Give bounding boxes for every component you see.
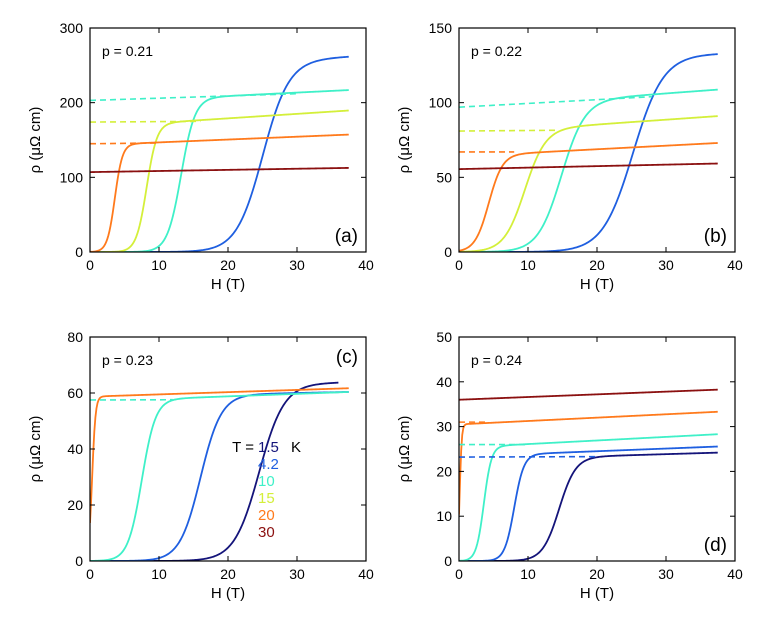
y-tick-label: 300 [60,20,84,36]
y-tick-label: 40 [436,374,452,390]
series-line-30-k [459,388,718,401]
x-axis-label: H (T) [211,585,245,602]
y-tick-label: 40 [67,441,83,457]
series-line-10-k [459,88,718,252]
doping-annotation: p = 0.23 [102,352,153,368]
series-line-4-2-k [459,445,718,561]
y-tick-label: 50 [436,329,452,345]
x-axis-label: H (T) [580,585,614,602]
y-tick-label: 150 [429,20,453,36]
series-line-20-k [459,410,718,515]
y-tick-label: 50 [436,169,452,185]
x-tick-label: 10 [151,257,167,273]
dashed-extrapolation-1 [459,129,556,132]
series-line-10-k [90,391,349,561]
series-line-15-k [459,115,718,252]
plot-area [90,381,349,561]
x-tick-label: 30 [658,566,674,582]
legend-entry-30: 30 [258,524,275,541]
x-tick-label: 20 [589,566,605,582]
plot-area [459,388,718,561]
x-tick-label: 10 [151,566,167,582]
x-tick-label: 40 [358,566,374,582]
plot-area [90,55,349,252]
y-tick-label: 60 [67,385,83,401]
y-tick-label: 0 [444,244,452,260]
x-axis-label: H (T) [580,276,614,293]
x-tick-label: 30 [289,566,305,582]
y-tick-label: 80 [67,329,83,345]
dashed-extrapolation-1 [90,120,201,123]
doping-annotation: p = 0.22 [471,43,522,59]
panel-label: (c) [336,347,358,368]
legend-entry-10: 10 [258,473,275,490]
panel-label: (b) [704,226,727,247]
series-line-15-k [90,109,349,252]
panel-b: 0 10 20 30 40 0 50 100 150 H (T) ρ (μΩ cm) p = 0.22… [396,20,743,293]
y-tick-label: 100 [60,169,84,185]
x-tick-label: 40 [727,257,743,273]
panel-label: (d) [704,535,727,556]
series-line-10-k [459,433,718,561]
legend-prefix: T = [232,439,254,456]
plot-frame [458,336,736,562]
series-line-1-5-k [459,53,718,252]
x-tick-label: 0 [455,257,463,273]
legend-entry-20: 20 [258,507,275,524]
y-tick-label: 0 [75,244,83,260]
series-line-20-k [90,387,349,523]
x-tick-label: 20 [220,566,236,582]
y-axis-label: ρ (μΩ cm) [27,416,44,483]
legend-entry-1-5: 1.5 [258,439,279,456]
dashed-extrapolation-0 [90,92,298,102]
series-line-20-k [90,133,349,252]
plot-frame [458,27,736,253]
y-tick-label: 20 [436,463,452,479]
panel-a: 0 10 20 30 40 0 100 200 300 H (T) ρ (μΩ cm) p = 0.2… [27,20,374,293]
y-tick-label: 10 [436,508,452,524]
panel-label: (a) [335,226,358,247]
y-axis-label: ρ (μΩ cm) [396,107,413,174]
x-axis-label: H (T) [211,276,245,293]
x-tick-label: 0 [86,566,94,582]
x-tick-label: 40 [727,566,743,582]
y-tick-label: 200 [60,95,84,111]
dashed-extrapolation-0 [459,95,653,108]
doping-annotation: p = 0.21 [102,43,153,59]
x-tick-label: 40 [358,257,374,273]
series-line-1-5-k [90,55,349,252]
series-line-30-k [90,167,349,174]
legend-unit: K [291,439,301,456]
plot-area [459,53,718,252]
y-tick-label: 100 [429,95,453,111]
y-tick-label: 30 [436,419,452,435]
panel-d: 0 10 20 30 40 0 10 20 30 40 50 H (T) ρ (μΩ cm) p = 0.… [396,329,743,602]
y-tick-label: 20 [67,497,83,513]
dashed-extrapolation-2 [90,142,160,145]
series-line-30-k [459,162,718,171]
series-line-1-5-k [90,381,339,561]
x-tick-label: 30 [289,257,305,273]
doping-annotation: p = 0.24 [471,352,522,368]
x-tick-label: 20 [220,257,236,273]
x-tick-label: 20 [589,257,605,273]
series-line-1-5-k [459,451,718,561]
y-tick-label: 0 [444,553,452,569]
legend-entry-4-2: 4.2 [258,456,279,473]
x-tick-label: 30 [658,257,674,273]
legend-entry-15: 15 [258,490,275,507]
plot-frame [89,336,367,562]
y-axis-label: ρ (μΩ cm) [396,416,413,483]
x-tick-label: 10 [520,566,536,582]
x-tick-label: 0 [455,566,463,582]
x-tick-label: 10 [520,257,536,273]
series-line-4-2-k [90,391,349,561]
y-axis-label: ρ (μΩ cm) [27,107,44,174]
x-tick-label: 0 [86,257,94,273]
series-line-20-k [459,142,718,252]
y-tick-label: 0 [75,553,83,569]
